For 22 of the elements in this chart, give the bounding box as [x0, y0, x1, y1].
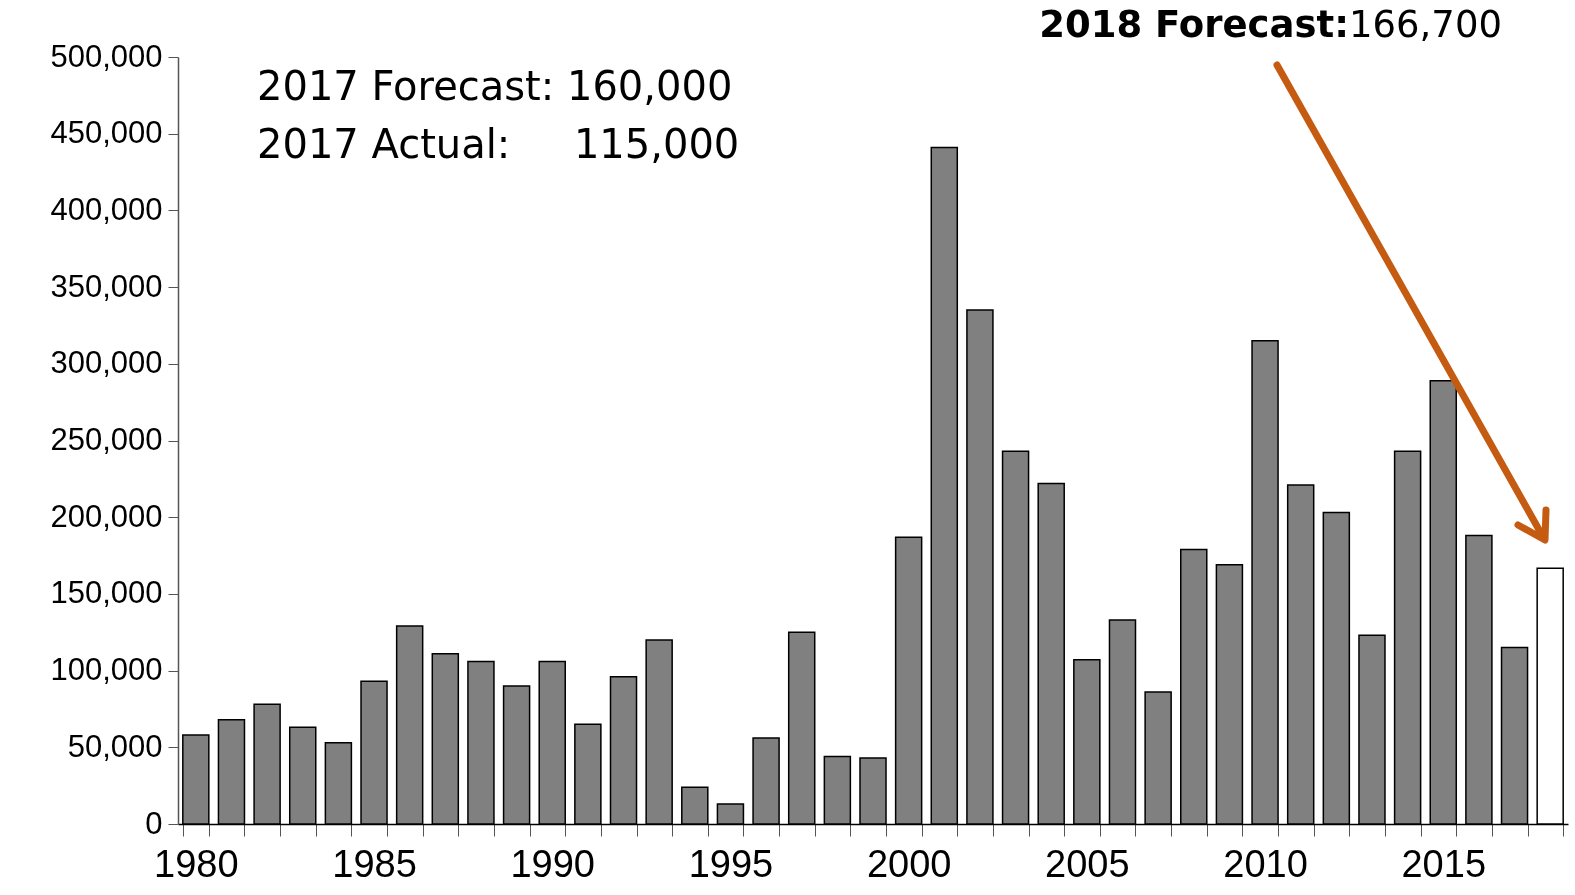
y-tick-label: 500,000 [50, 38, 163, 74]
annotation: 2017 Actual: 115,000 [257, 121, 740, 167]
y-tick-label: 400,000 [50, 191, 163, 227]
x-tick-label: 1990 [510, 842, 595, 885]
text: 2018 Forecast:166,700 [1039, 3, 1502, 46]
y-tick-label: 100,000 [50, 652, 163, 688]
x-tick-label: 1985 [332, 842, 417, 885]
y-tick-label: 200,000 [50, 498, 163, 534]
y-tick-label: 0 [145, 805, 163, 841]
x-tick-label: 2010 [1223, 842, 1308, 885]
x-tick-label: 1995 [688, 842, 774, 885]
y-tick-label: 150,000 [50, 575, 163, 611]
x-tick-label: 2015 [1401, 842, 1487, 885]
annotation: 2017 Forecast: 160,000 [257, 63, 733, 109]
x-tick-label: 1980 [154, 842, 239, 885]
y-tick-label: 250,000 [50, 422, 163, 457]
y-tick-label: 300,000 [50, 345, 163, 381]
y-tick-label: 350,000 [50, 268, 163, 304]
y-tick-label: 50,000 [67, 728, 163, 764]
x-tick-label: 2005 [1045, 842, 1130, 885]
y-tick-label: 450,000 [50, 115, 163, 151]
x-tick-label: 2000 [866, 842, 952, 885]
